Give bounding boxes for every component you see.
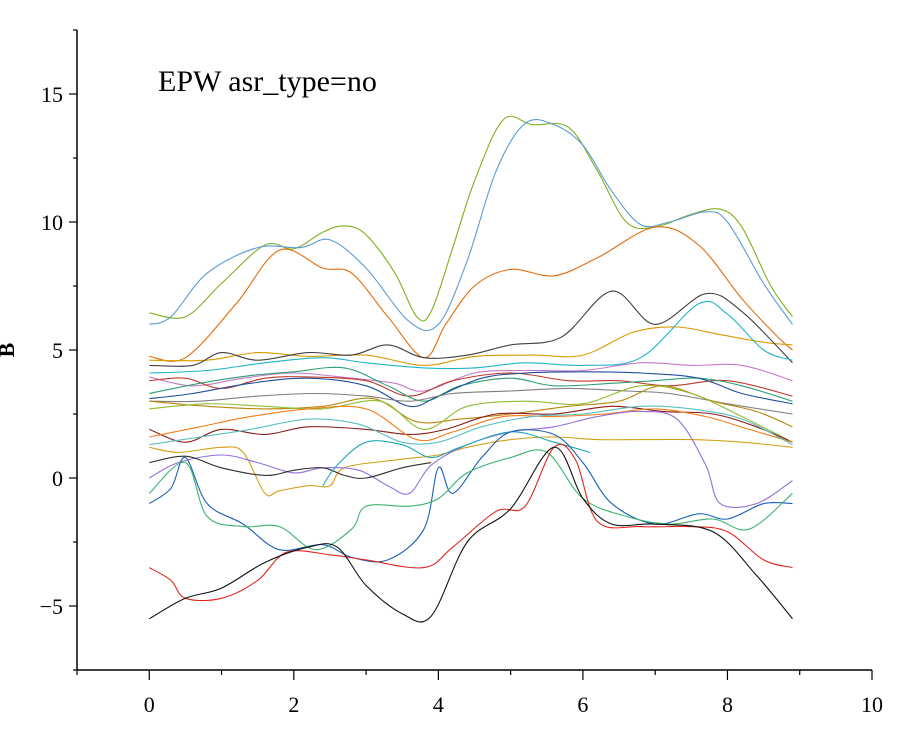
x-tick-label: 6 (577, 692, 588, 717)
x-axis-ticks: 0 2 4 6 8 10 (76, 670, 883, 717)
y-tick-label: 15 (41, 82, 63, 107)
band-line-6 (149, 300, 793, 374)
band-line-5 (149, 290, 793, 367)
band-line-2 (149, 118, 793, 332)
band-line-23 (149, 443, 793, 602)
y-axis-ticks: −5 0 5 10 15 (40, 29, 77, 671)
band-line-13 (149, 384, 793, 443)
band-line-10 (149, 371, 793, 408)
band-line-1 (149, 115, 793, 322)
band-line-17 (149, 436, 793, 497)
y-tick-label: 10 (41, 210, 63, 235)
x-tick-label: 2 (288, 692, 299, 717)
band-line-8 (149, 372, 793, 397)
band-line-15 (149, 405, 793, 443)
band-line-24 (149, 446, 793, 623)
band-line-21 (148, 429, 793, 563)
y-axis-label: B (0, 342, 19, 357)
band-line-20 (322, 431, 591, 487)
band-line-14 (149, 405, 793, 443)
x-tick-label: 8 (722, 692, 733, 717)
y-tick-label: 5 (52, 338, 63, 363)
chart-title: EPW asr_type=no (158, 65, 377, 98)
band-line-3 (149, 226, 793, 362)
band-line-4 (149, 326, 793, 366)
band-line-16 (149, 405, 793, 446)
band-line-19 (149, 455, 432, 479)
y-tick-label: 0 (52, 466, 63, 491)
band-line-9 (149, 366, 793, 402)
band-line-22 (148, 449, 793, 551)
x-tick-label: 10 (861, 692, 883, 717)
y-tick-label: −5 (40, 594, 63, 619)
band-line-11 (149, 387, 793, 415)
x-tick-label: 0 (144, 692, 155, 717)
band-lines (148, 115, 793, 623)
band-line-18 (149, 410, 793, 508)
chart-axes (76, 30, 872, 671)
x-tick-label: 4 (433, 692, 444, 717)
